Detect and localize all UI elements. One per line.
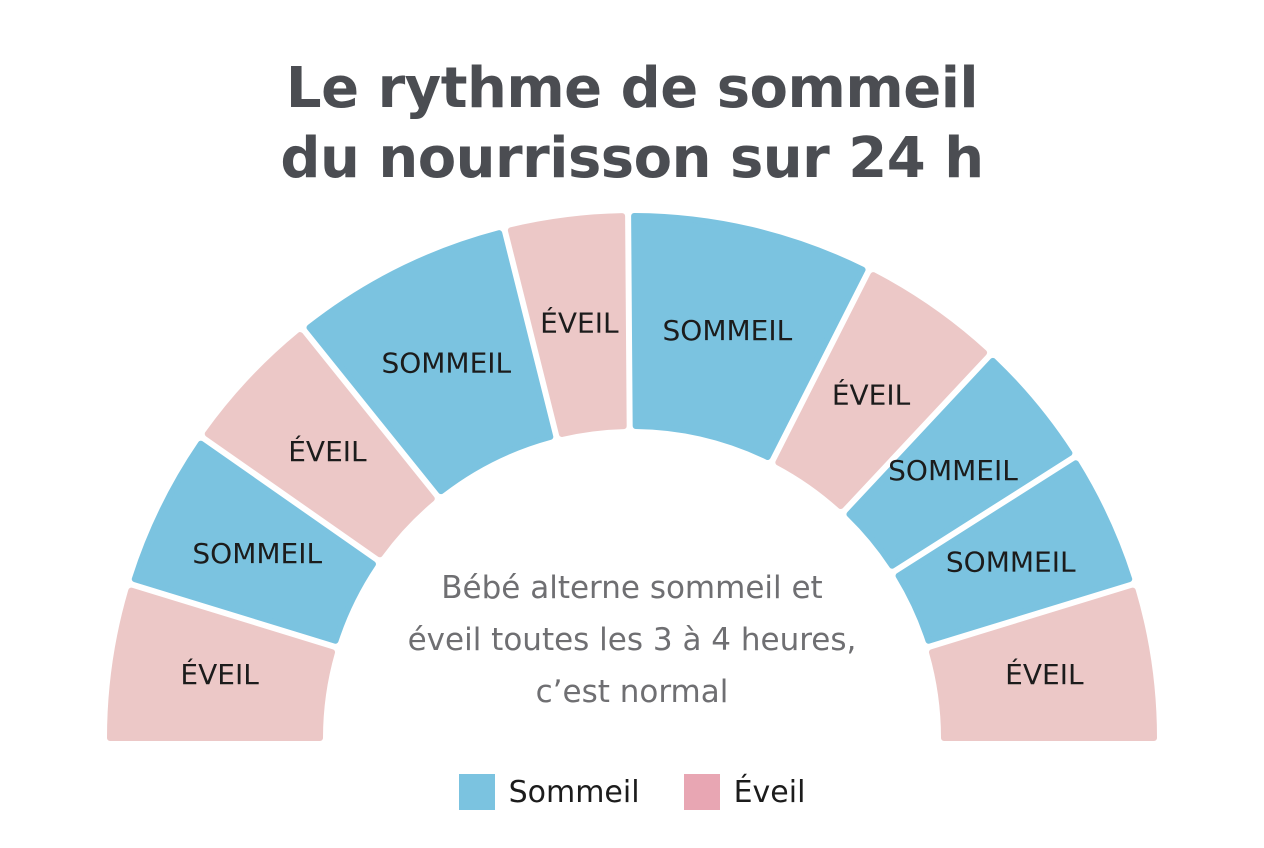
legend: Sommeil Éveil xyxy=(0,774,1264,810)
segment-label-wake: ÉVEIL xyxy=(1005,657,1084,691)
segment-sleep xyxy=(895,460,1133,644)
legend-swatch-sleep xyxy=(458,774,495,810)
segment-wake xyxy=(928,587,1157,741)
legend-swatch-wake xyxy=(683,774,720,810)
segment-sleep xyxy=(631,213,866,461)
caption-line-1: Bébé alterne sommeil et xyxy=(441,570,823,606)
caption-line-3: c’est normal xyxy=(535,674,729,710)
segment-wake xyxy=(775,272,988,510)
segment-label-wake: ÉVEIL xyxy=(180,657,259,691)
segment-label-sleep: SOMMEIL xyxy=(888,454,1018,487)
segment-label-sleep: SOMMEIL xyxy=(663,314,793,347)
legend-item-wake: Éveil xyxy=(683,774,806,810)
title-line-2: du nourrisson sur 24 h xyxy=(280,126,984,191)
center-caption: Bébé alterne sommeil et éveil toutes les… xyxy=(332,562,932,718)
segment-wake xyxy=(507,213,627,437)
segment-label-wake: ÉVEIL xyxy=(288,434,367,468)
legend-label-sleep: Sommeil xyxy=(508,774,640,810)
segment-wake xyxy=(107,587,336,741)
legend-label-wake: Éveil xyxy=(733,774,806,810)
segment-sleep xyxy=(306,230,554,495)
page-title: Le rythme de sommeil du nourrisson sur 2… xyxy=(0,54,1264,194)
segment-label-wake: ÉVEIL xyxy=(832,377,911,411)
title-line-1: Le rythme de sommeil xyxy=(285,56,979,121)
legend-item-sleep: Sommeil xyxy=(458,774,640,810)
segment-sleep xyxy=(846,357,1073,569)
segment-label-sleep: SOMMEIL xyxy=(946,545,1076,578)
segment-wake xyxy=(204,332,435,558)
segment-label-sleep: SOMMEIL xyxy=(381,347,511,380)
segment-label-sleep: SOMMEIL xyxy=(192,537,322,570)
caption-line-2: éveil toutes les 3 à 4 heures, xyxy=(407,622,857,658)
segment-sleep xyxy=(131,440,376,644)
segment-label-wake: ÉVEIL xyxy=(540,305,619,339)
